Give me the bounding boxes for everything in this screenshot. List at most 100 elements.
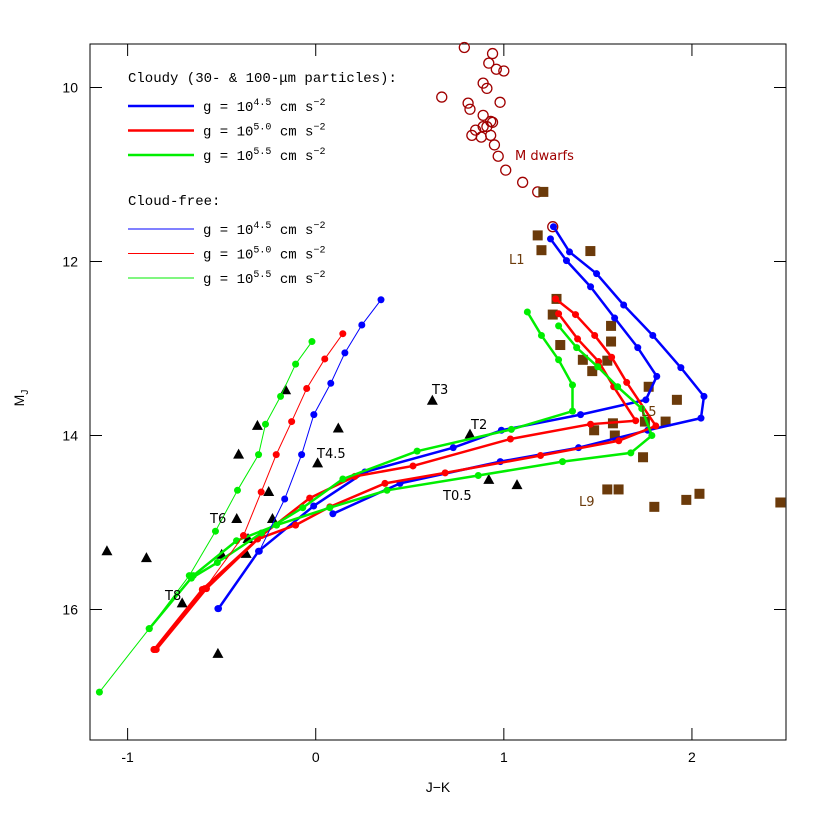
m-dwarf (458, 41, 470, 54)
model-point (697, 414, 705, 422)
legend-label-sup: −2 (313, 147, 325, 158)
model-point (506, 435, 514, 443)
model-point (587, 283, 595, 291)
model-point (326, 504, 334, 512)
model-point (632, 417, 640, 425)
model-point (441, 469, 449, 477)
l-dwarf (532, 230, 543, 241)
model-point (281, 495, 289, 503)
l-dwarf (589, 425, 600, 436)
model-point (95, 688, 103, 696)
model-point (559, 458, 567, 466)
model-point (213, 559, 221, 567)
model-point (591, 331, 599, 339)
model-point (523, 308, 531, 316)
model-point (239, 532, 247, 540)
x-axis-label: J−K (426, 779, 451, 795)
model-point (292, 360, 300, 368)
model-point (339, 330, 347, 338)
model-point (574, 335, 582, 343)
legend-label: g = 105.5 cm s−2 (203, 270, 325, 288)
model-point (593, 270, 601, 278)
model-point (595, 358, 603, 366)
y-axis-label-sub: J (20, 390, 31, 395)
legend-label-sup: 5.0 (253, 246, 271, 257)
model-point (555, 310, 563, 318)
l-dwarf (671, 394, 682, 405)
model-point (546, 235, 554, 243)
l-dwarf (538, 186, 549, 197)
model-point (700, 392, 708, 400)
model-point (255, 547, 263, 555)
legend-label-part: g = 10 (203, 125, 253, 141)
plot-frame (89, 43, 787, 741)
l-dwarf (613, 484, 624, 495)
t-dwarf (176, 597, 188, 608)
model-point (306, 494, 314, 502)
l-dwarf (585, 246, 596, 257)
legend-label-sup: 5.0 (253, 123, 271, 134)
model-point (555, 356, 563, 364)
l-dwarf (660, 416, 671, 427)
model-point (381, 479, 389, 487)
t-dwarf (212, 647, 224, 658)
t-dwarf (251, 419, 263, 430)
x-tick-label: 0 (312, 749, 320, 765)
model-point (377, 296, 385, 304)
legend-label: g = 104.5 cm s−2 (203, 98, 325, 116)
model-point (537, 331, 545, 339)
l-dwarf (638, 452, 649, 463)
l-dwarf (606, 320, 617, 331)
x-tick-label: 2 (688, 749, 696, 765)
y-axis-label: MJ (11, 390, 31, 407)
model-point (623, 378, 631, 386)
m-dwarf (485, 129, 497, 142)
annotation: T3 (431, 383, 448, 398)
model-point (638, 405, 646, 413)
t-dwarf (266, 513, 278, 524)
m-dwarf (547, 221, 559, 233)
y-tick-label: 12 (62, 254, 78, 270)
m-dwarf (436, 91, 448, 103)
model-point (474, 472, 482, 480)
model-point (339, 475, 347, 483)
model-line (217, 238, 659, 610)
t-dwarf (511, 479, 523, 490)
l-dwarf (643, 381, 654, 392)
annotation: T8 (164, 589, 181, 604)
model-point (572, 311, 580, 319)
legend-label-part: g = 10 (203, 223, 253, 239)
l-dwarf (602, 484, 613, 495)
model-point (308, 338, 316, 346)
model-point (257, 488, 265, 496)
m-dwarf (486, 47, 499, 60)
l-dwarf (536, 245, 547, 256)
model-point (298, 451, 306, 459)
l-dwarf (639, 416, 650, 427)
model-point (310, 411, 318, 419)
model-point (233, 486, 241, 494)
m-dwarf (492, 150, 504, 162)
model-point (577, 411, 585, 419)
model-point (273, 521, 281, 529)
model-point (214, 605, 222, 613)
legend-label-part: cm s (271, 149, 313, 165)
model-point (201, 585, 209, 593)
l-dwarf (587, 366, 598, 377)
model-point (634, 344, 642, 352)
t-dwarf (263, 486, 275, 497)
t-dwarf (101, 545, 113, 556)
model-point (652, 422, 660, 430)
legend-label-sup: 4.5 (253, 221, 271, 232)
legend-label-sup: −2 (313, 221, 325, 232)
legend-label-part: g = 10 (203, 248, 253, 264)
model-point (233, 537, 241, 545)
legend-label: g = 105.0 cm s−2 (203, 123, 325, 141)
t-dwarf (231, 513, 243, 524)
y-axis-label-main: M (11, 395, 27, 407)
m-dwarf (477, 121, 489, 133)
annotation: T6 (209, 512, 226, 527)
t-dwarf (426, 394, 438, 405)
model-point (648, 432, 656, 439)
legend-label: g = 104.5 cm s−2 (203, 221, 325, 239)
